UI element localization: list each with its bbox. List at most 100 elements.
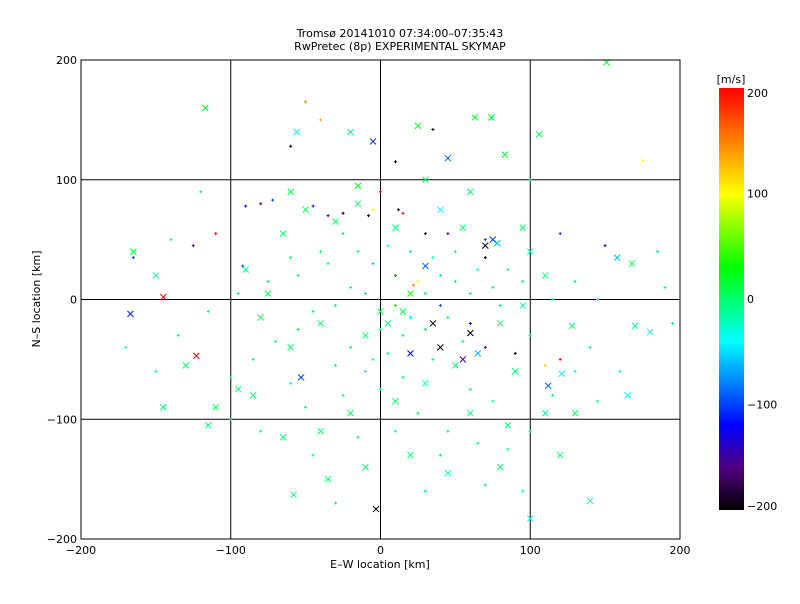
data-point-plus-marker — [603, 244, 607, 248]
data-point-x-marker — [242, 266, 250, 273]
data-point-x-marker — [501, 151, 509, 158]
data-point-x-marker — [234, 385, 242, 393]
data-point-x-marker — [556, 451, 564, 459]
x-tick-label: −100 — [216, 544, 246, 557]
data-point-plus-marker — [199, 190, 203, 194]
data-point-plus-marker — [618, 369, 622, 373]
axis-ticks: −200 −100 0 100 200 −200 −100 0 100 200 — [47, 54, 691, 557]
data-point-x-marker — [459, 224, 467, 232]
data-point-plus-marker — [528, 178, 532, 182]
data-point-plus-marker — [558, 232, 562, 236]
data-point-x-marker — [544, 382, 552, 390]
data-point-x-marker — [504, 421, 512, 429]
colorbar — [719, 88, 744, 510]
x-axis-label: E–W location [km] — [330, 558, 430, 571]
data-point-plus-marker — [259, 429, 263, 433]
data-point-x-marker — [317, 427, 324, 435]
data-point-x-marker — [541, 272, 549, 279]
data-point-x-marker — [558, 370, 566, 378]
y-tick-label: 200 — [56, 54, 77, 67]
data-point-plus-marker — [274, 339, 278, 343]
data-point-plus-marker — [453, 250, 457, 254]
data-point-plus-marker — [341, 232, 345, 236]
data-point-plus-marker — [236, 292, 240, 296]
y-axis-label: N–S location [km] — [30, 250, 43, 347]
data-point-x-marker — [474, 350, 482, 357]
data-point-x-marker — [422, 379, 429, 387]
data-point-plus-marker — [663, 286, 667, 290]
data-point-plus-marker — [513, 351, 517, 355]
x-tick-label: 0 — [377, 544, 384, 557]
data-point-plus-marker — [671, 321, 675, 325]
data-point-plus-marker — [521, 280, 525, 284]
data-point-plus-marker — [364, 369, 368, 373]
data-point-x-marker — [422, 176, 429, 184]
data-point-plus-marker — [176, 333, 180, 337]
data-point-plus-marker — [326, 262, 330, 266]
data-point-plus-marker — [311, 309, 315, 313]
data-point-plus-marker — [656, 250, 660, 254]
data-point-plus-marker — [401, 211, 405, 215]
data-point-plus-marker — [588, 345, 592, 349]
data-point-plus-marker — [191, 244, 195, 248]
data-point-x-marker — [414, 122, 422, 130]
data-point-plus-marker — [367, 214, 371, 218]
data-point-x-marker — [354, 200, 362, 208]
data-point-plus-marker — [251, 357, 255, 361]
y-tick-label: −200 — [47, 533, 77, 546]
data-point-x-marker — [493, 239, 501, 247]
data-point-plus-marker — [416, 411, 420, 415]
data-point-plus-marker — [311, 204, 315, 208]
data-point-plus-marker — [296, 274, 300, 278]
data-point-plus-marker — [573, 369, 577, 373]
data-point-plus-marker — [341, 393, 345, 397]
data-point-plus-marker — [124, 345, 128, 349]
data-point-plus-marker — [266, 280, 270, 284]
data-point-plus-marker — [506, 447, 510, 451]
data-point-x-marker — [407, 350, 414, 357]
data-point-x-marker — [279, 230, 287, 237]
data-point-x-marker — [511, 367, 519, 375]
data-point-x-marker — [372, 505, 380, 513]
data-point-x-marker — [362, 332, 369, 339]
data-point-plus-marker — [206, 309, 210, 313]
data-point-plus-marker — [326, 214, 330, 218]
data-point-x-marker — [586, 497, 594, 505]
data-point-plus-marker — [229, 417, 233, 421]
data-point-plus-marker — [304, 100, 308, 104]
plot-frame — [80, 59, 681, 540]
data-point-x-marker — [437, 206, 444, 214]
data-point-plus-marker — [371, 208, 375, 212]
data-point-x-marker — [452, 362, 459, 369]
data-point-plus-marker — [349, 345, 353, 349]
data-point-x-marker — [392, 397, 399, 405]
data-point-x-marker — [332, 218, 339, 226]
data-point-x-marker — [287, 344, 295, 351]
data-point-x-marker — [613, 254, 621, 261]
data-point-plus-marker — [468, 387, 472, 391]
data-point-plus-marker — [596, 298, 600, 301]
data-point-plus-marker — [386, 351, 390, 355]
data-point-plus-marker — [169, 238, 173, 242]
data-point-x-marker — [324, 475, 332, 483]
data-point-plus-marker — [229, 375, 233, 379]
data-point-plus-marker — [528, 333, 532, 337]
data-point-x-marker — [204, 421, 212, 429]
data-point-x-marker — [347, 409, 354, 417]
data-point-plus-marker — [506, 268, 510, 272]
data-point-plus-marker — [271, 198, 275, 202]
data-point-plus-marker — [461, 339, 465, 343]
data-point-x-marker — [526, 248, 534, 255]
data-point-x-marker — [384, 320, 392, 327]
data-point-x-marker — [624, 391, 631, 399]
data-point-x-marker — [571, 409, 579, 417]
data-point-plus-marker — [289, 381, 293, 385]
data-point-plus-marker — [296, 327, 300, 331]
data-point-plus-marker — [453, 280, 457, 284]
colorbar-tick-label: 100 — [747, 188, 768, 201]
data-point-x-marker — [496, 463, 504, 471]
data-point-plus-marker — [521, 489, 525, 493]
data-point-x-marker — [297, 373, 305, 381]
data-point-x-marker — [535, 130, 543, 138]
data-point-x-marker — [287, 188, 295, 196]
